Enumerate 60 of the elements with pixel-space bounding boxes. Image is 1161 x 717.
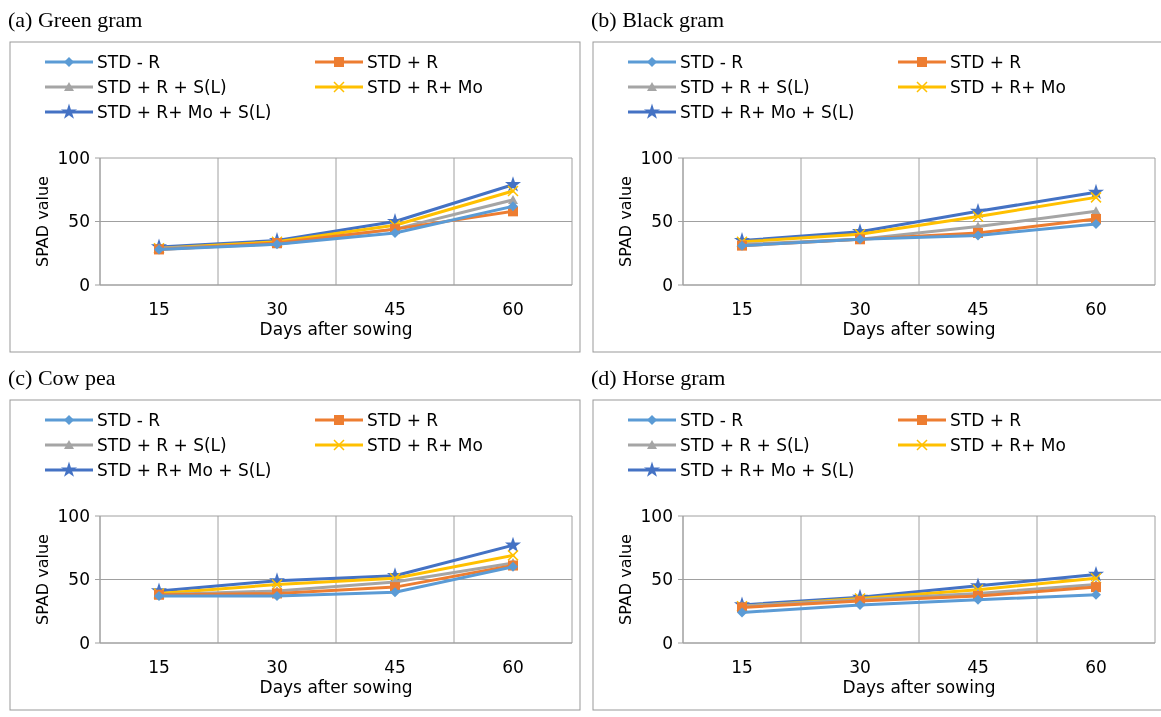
legend-label: STD + R + S(L)	[97, 76, 227, 97]
y-tick-label: 0	[79, 274, 90, 295]
legend-label: STD + R + S(L)	[680, 76, 810, 97]
chart-title: (a) Green gram	[8, 7, 143, 32]
legend-label: STD + R+ Mo	[950, 434, 1066, 455]
x-tick-label: 60	[1085, 657, 1107, 677]
legend-label: STD - R	[97, 51, 161, 72]
y-axis-title: SPAD value	[33, 176, 52, 267]
legend-label: STD - R	[97, 409, 161, 430]
x-tick-label: 15	[731, 299, 753, 319]
legend-label: STD + R+ Mo + S(L)	[97, 459, 272, 480]
chart-title: (b) Black gram	[591, 7, 725, 32]
legend-label: STD + R + S(L)	[97, 434, 227, 455]
x-axis-title: Days after sowing	[259, 319, 413, 339]
y-tick-label: 50	[68, 569, 90, 590]
legend-label: STD + R	[950, 409, 1022, 430]
legend-label: STD + R+ Mo	[367, 76, 483, 97]
y-tick-label: 0	[662, 632, 673, 653]
legend-label: STD + R+ Mo + S(L)	[680, 459, 855, 480]
x-tick-label: 45	[384, 657, 406, 677]
x-tick-label: 15	[148, 657, 170, 677]
y-axis-title: SPAD value	[616, 176, 635, 267]
legend-label: STD + R	[367, 409, 439, 430]
legend-label: STD + R	[950, 51, 1022, 72]
y-axis-title: SPAD value	[616, 534, 635, 625]
chart-title: (d) Horse gram	[591, 365, 726, 390]
x-tick-label: 60	[1085, 299, 1107, 319]
y-tick-label: 0	[79, 632, 90, 653]
y-tick-label: 50	[68, 211, 90, 232]
y-tick-label: 0	[662, 274, 673, 295]
y-tick-label: 50	[651, 569, 673, 590]
legend-label: STD - R	[680, 409, 744, 430]
legend-label: STD - R	[680, 51, 744, 72]
x-tick-label: 45	[967, 299, 989, 319]
y-tick-label: 100	[640, 147, 673, 168]
y-tick-label: 100	[57, 505, 90, 526]
legend-label: STD + R+ Mo + S(L)	[97, 101, 272, 122]
x-tick-label: 15	[148, 299, 170, 319]
x-tick-label: 30	[849, 299, 871, 319]
legend-label: STD + R + S(L)	[680, 434, 810, 455]
x-axis-title: Days after sowing	[842, 319, 996, 339]
legend-label: STD + R+ Mo	[950, 76, 1066, 97]
y-tick-label: 100	[57, 147, 90, 168]
chart-title: (c) Cow pea	[8, 365, 116, 390]
x-tick-label: 45	[384, 299, 406, 319]
x-tick-label: 15	[731, 657, 753, 677]
legend-label: STD + R	[367, 51, 439, 72]
legend-label: STD + R+ Mo + S(L)	[680, 101, 855, 122]
x-tick-label: 60	[502, 657, 524, 677]
x-tick-label: 30	[266, 299, 288, 319]
x-tick-label: 45	[967, 657, 989, 677]
x-axis-title: Days after sowing	[842, 677, 996, 697]
legend-label: STD + R+ Mo	[367, 434, 483, 455]
y-tick-label: 100	[640, 505, 673, 526]
x-tick-label: 30	[266, 657, 288, 677]
y-tick-label: 50	[651, 211, 673, 232]
x-tick-label: 60	[502, 299, 524, 319]
x-tick-label: 30	[849, 657, 871, 677]
x-axis-title: Days after sowing	[259, 677, 413, 697]
y-axis-title: SPAD value	[33, 534, 52, 625]
